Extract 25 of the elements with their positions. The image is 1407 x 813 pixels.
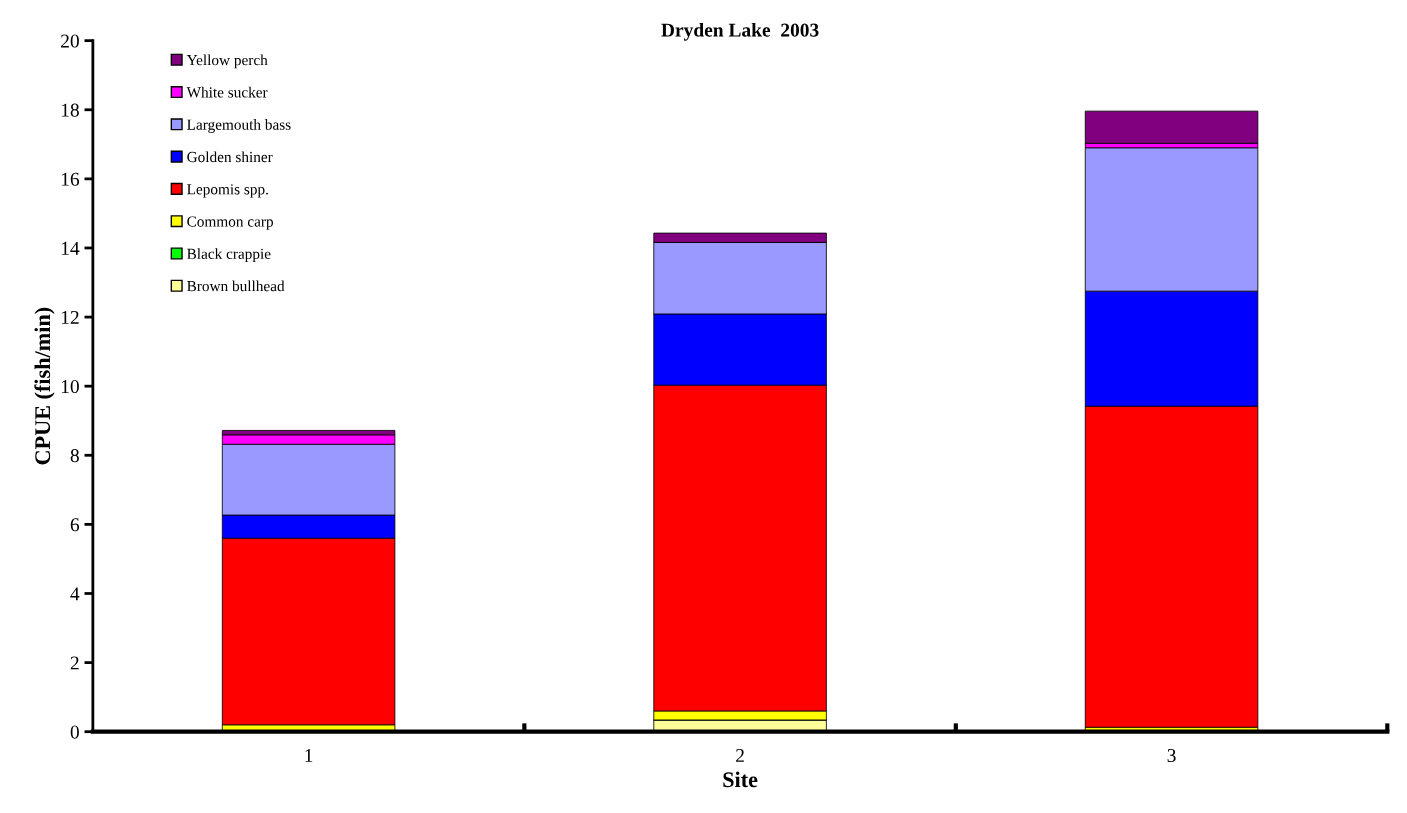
legend-label: Black crappie bbox=[187, 248, 271, 263]
legend-label: Yellow perch bbox=[186, 54, 268, 69]
legend-label: Golden shiner bbox=[187, 151, 273, 163]
y-tick-label: 6 bbox=[70, 518, 80, 532]
x-tick-label: 3 bbox=[1167, 748, 1176, 763]
y-tick-label: 12 bbox=[61, 310, 79, 324]
y-tick-label: 0 bbox=[70, 725, 79, 739]
legend-label: Lepomis spp. bbox=[187, 184, 268, 198]
y-tick-label: 18 bbox=[61, 103, 79, 117]
y-tick-label: 10 bbox=[61, 379, 79, 394]
x-tick-label: 2 bbox=[736, 748, 744, 762]
y-tick-label: 16 bbox=[61, 172, 80, 186]
legend-label: White sucker bbox=[186, 86, 268, 98]
y-tick-label: 2 bbox=[70, 656, 79, 670]
legend-label: Largemouth bass bbox=[187, 119, 291, 133]
y-tick-label: 20 bbox=[61, 34, 79, 48]
x-axis-title: Site bbox=[723, 771, 758, 788]
y-axis-title: CPUE (fish/min) bbox=[34, 307, 55, 465]
x-tick-label: 1 bbox=[305, 749, 313, 762]
chart-title: Dryden Lake 2003 bbox=[661, 22, 819, 41]
y-tick-label: 14 bbox=[61, 241, 80, 255]
legend-label: Common carp bbox=[187, 216, 273, 230]
y-tick-label: 4 bbox=[70, 587, 80, 601]
y-tick-label: 8 bbox=[70, 449, 79, 463]
legend-label: Brown bullhead bbox=[187, 280, 285, 292]
